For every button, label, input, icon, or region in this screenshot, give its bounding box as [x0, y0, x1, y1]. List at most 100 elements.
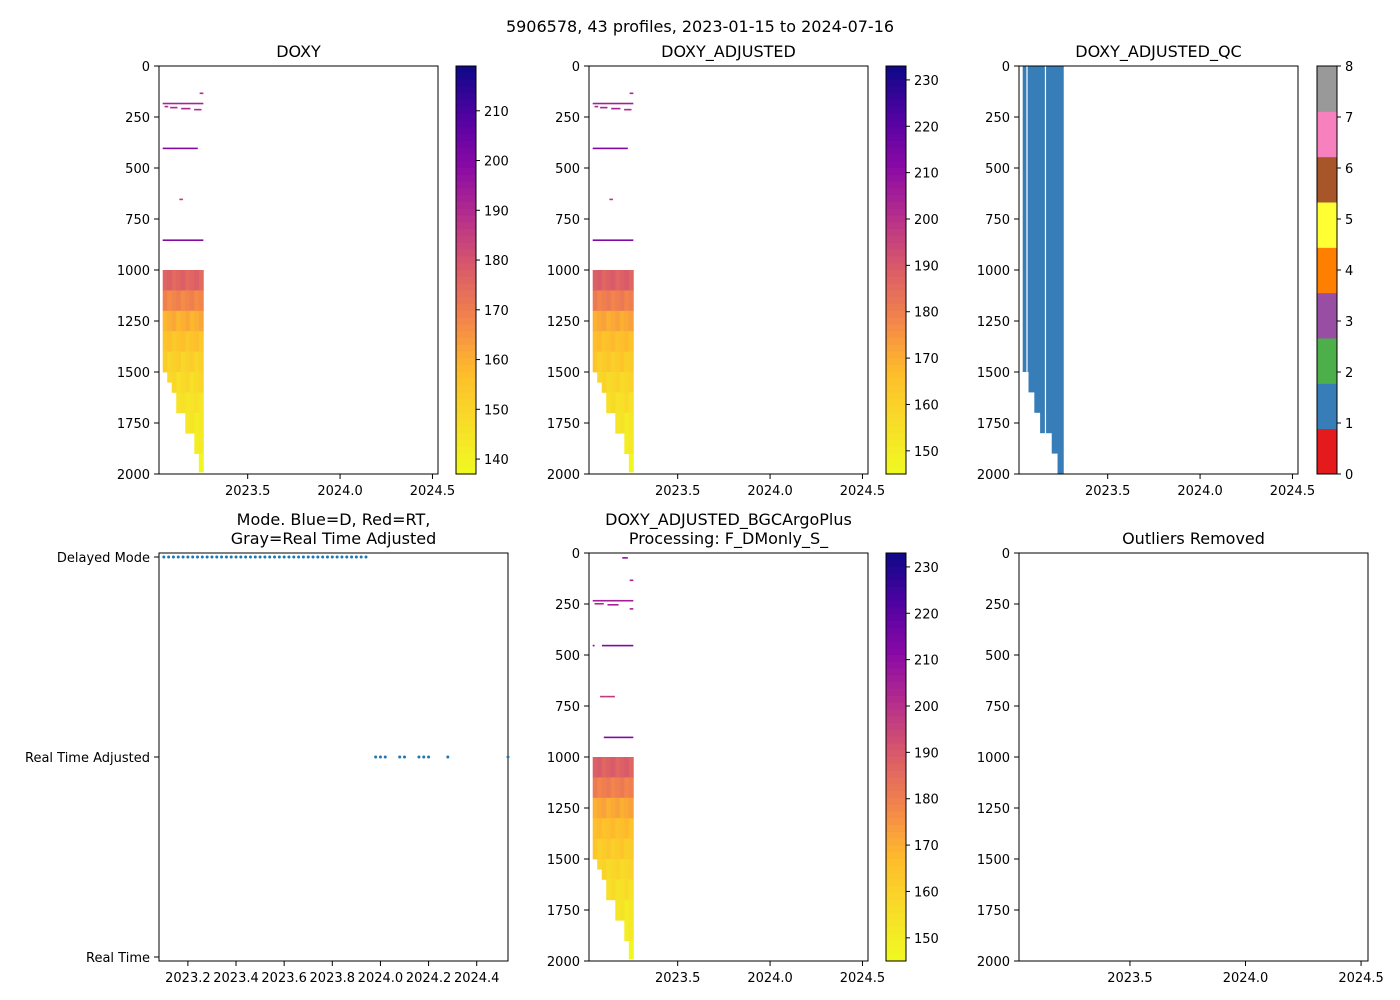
mode-point	[162, 555, 166, 559]
mode-ytick-label: Delayed Mode	[57, 551, 150, 566]
doxy-colorbar-segment	[456, 372, 476, 380]
mode-point	[258, 555, 262, 559]
doxy_adj-ytick-label: 0	[572, 60, 580, 75]
bgc-streak	[603, 736, 634, 739]
doxy_adj-colorbar-segment	[886, 229, 906, 237]
bgc-cell	[619, 797, 625, 819]
doxy_adj-colorbar-segment	[886, 358, 906, 366]
bgc-colorbar-segment	[886, 763, 906, 772]
doxy_adj-cell	[628, 412, 634, 434]
doxy_adj-cell	[610, 372, 616, 393]
doxy_adj-colorbar-segment	[886, 66, 906, 74]
doxy-colorbar-segment	[456, 154, 476, 162]
bgc-cell	[610, 879, 616, 901]
doxy_adj-colorbar-segment	[886, 215, 906, 223]
bgc-colorbar-segment	[886, 655, 906, 663]
doxy-cell	[171, 351, 177, 373]
doxy_adj-colorbar-segment	[886, 453, 906, 461]
doxy_adj-colorbar-segment	[886, 276, 906, 285]
bgc-colorbar-segment	[886, 695, 906, 704]
bgc-cell	[597, 859, 603, 870]
doxy_adj-streak	[600, 106, 608, 109]
doxy_qc-cell	[1022, 66, 1029, 372]
doxy-cell	[189, 270, 195, 291]
doxy-cell	[198, 453, 204, 473]
bgc-cell	[597, 757, 603, 778]
outliers-ytick-label: 1250	[977, 802, 1010, 817]
doxy-ytick-label: 1500	[117, 366, 150, 381]
doxy-cell	[176, 270, 182, 291]
doxy_qc-xtick-label: 2023.5	[1085, 484, 1131, 499]
doxy_adj-cell	[597, 351, 603, 373]
bgc-cell	[624, 838, 630, 860]
doxy_adj-colorbar-segment	[886, 263, 906, 271]
doxy-panel: DOXY 2023.5 2024.0 2024.5 0 250 500 750 1000 1250…	[117, 42, 509, 499]
doxy_qc-gap	[1044, 66, 1047, 474]
doxy-cell	[180, 270, 186, 291]
mode-title: Mode. Blue=D, Red=RT,	[237, 510, 431, 529]
doxy_adj-cell	[610, 270, 616, 291]
bgc-streak	[601, 644, 634, 647]
bgc-cell	[624, 757, 630, 778]
doxy_adj-colorbar-segment	[886, 106, 906, 115]
bgc-cell	[624, 879, 630, 901]
doxy-streak	[164, 105, 169, 108]
doxy_adj-colorbar-label: 230	[914, 74, 939, 89]
mode-point	[176, 555, 180, 559]
doxy-colorbar-segment	[456, 222, 476, 230]
doxy_adj-colorbar-segment	[886, 406, 906, 414]
bgc-colorbar-segment	[886, 947, 906, 955]
doxy_adj-colorbar-segment	[886, 100, 906, 108]
doxy-colorbar-segment	[456, 242, 476, 251]
doxy-cell	[162, 331, 168, 352]
doxy_adj-cell	[624, 331, 630, 352]
doxy_adj-cell	[628, 290, 634, 312]
doxy-cell	[167, 372, 173, 383]
outliers-ytick-label: 1500	[977, 853, 1010, 868]
bgc-cell	[601, 777, 607, 799]
outliers-ytick-label: 250	[985, 598, 1010, 613]
doxy-cell	[167, 270, 173, 291]
doxy_adj-cell	[615, 412, 621, 434]
outliers-xtick-label: 2024.5	[1338, 971, 1384, 986]
doxy-cell	[194, 433, 200, 454]
doxy_adj-cell	[624, 270, 630, 291]
doxy-cell	[189, 310, 195, 332]
doxy_adj-colorbar-segment	[886, 290, 906, 298]
bgc-cell	[628, 757, 634, 778]
doxy-colorbar-segment	[456, 419, 476, 427]
doxy-cell	[176, 290, 182, 312]
doxy-cell	[167, 331, 173, 352]
bgc-colorbar-segment	[886, 729, 906, 738]
bgc-colorbar-segment	[886, 689, 906, 697]
mode-point	[292, 555, 296, 559]
mode-point	[196, 555, 200, 559]
doxy_adj-cell	[624, 412, 630, 434]
doxy_adj-colorbar-segment	[886, 283, 906, 291]
doxy-colorbar-segment	[456, 297, 476, 305]
doxy_adj-colorbar-label: 210	[914, 167, 939, 182]
bgc-cell	[610, 818, 616, 839]
doxy_qc-ytick-label: 0	[1002, 60, 1010, 75]
doxy_qc-colorbar-label: 4	[1345, 264, 1353, 279]
doxy_adj-colorbar-segment	[886, 222, 906, 230]
doxy-cell	[185, 290, 191, 312]
doxy_qc-xtick-label: 2024.5	[1270, 484, 1316, 499]
doxy_qc-ytick-label: 1750	[977, 417, 1010, 432]
doxy-cell	[194, 351, 200, 373]
bgc-colorbar-segment	[886, 906, 906, 914]
doxy-colorbar-segment	[456, 147, 476, 155]
doxy_adj-cell	[592, 331, 598, 352]
doxy_qc-ytick-label: 2000	[977, 468, 1010, 483]
bgc-cell	[628, 797, 634, 819]
mode-point	[340, 555, 344, 559]
doxy_adj-cell	[628, 270, 634, 291]
doxy_adj-colorbar-segment	[886, 249, 906, 257]
doxy-colorbar-label: 200	[484, 155, 509, 170]
doxy-colorbar-segment	[456, 378, 476, 387]
doxy_adj-colorbar-segment	[886, 351, 906, 359]
mode-point	[205, 555, 209, 559]
doxy_adj-ytick-label: 1000	[547, 264, 580, 279]
outliers-panel: Outliers Removed 2023.5 2024.0 2024.5 0 250 50…	[977, 529, 1384, 986]
